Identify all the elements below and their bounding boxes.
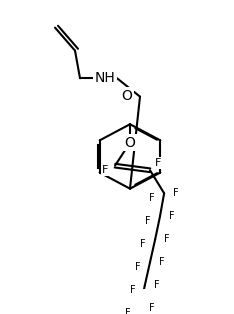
Text: F: F — [125, 308, 131, 314]
Text: F: F — [149, 303, 155, 313]
Text: F: F — [149, 193, 155, 203]
Text: F: F — [102, 165, 108, 175]
Text: F: F — [140, 239, 146, 249]
Text: F: F — [155, 158, 161, 168]
Text: F: F — [169, 211, 175, 221]
Text: F: F — [130, 285, 136, 295]
Text: F: F — [154, 280, 160, 290]
Text: O: O — [121, 89, 132, 103]
Text: F: F — [135, 262, 141, 272]
Text: NH: NH — [95, 71, 115, 85]
Text: F: F — [164, 234, 170, 244]
Text: F: F — [173, 188, 179, 198]
Text: O: O — [124, 136, 135, 150]
Text: F: F — [145, 216, 151, 226]
Text: F: F — [159, 257, 165, 267]
